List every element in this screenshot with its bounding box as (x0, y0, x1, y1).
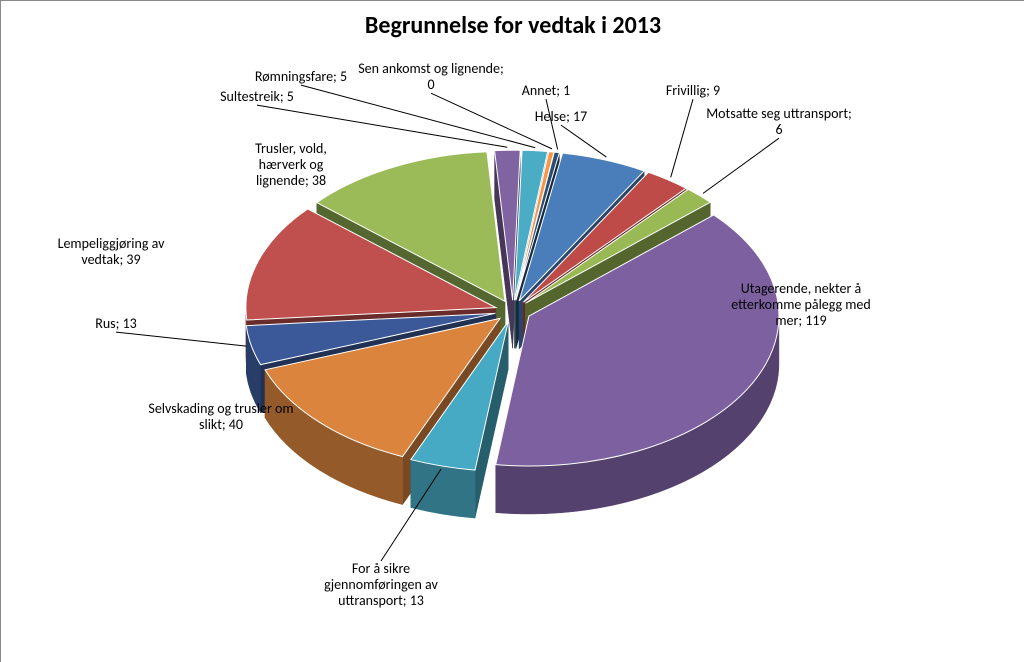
slice-label: Utagerende, nekter å etterkomme pålegg m… (696, 281, 906, 329)
slice-label: Rus; 13 (66, 316, 166, 332)
slice-label: Helse; 17 (501, 109, 621, 125)
slice-label: Annet; 1 (496, 83, 596, 99)
slice-label: Motsatte seg uttransport; 6 (679, 106, 879, 138)
slice-label: Frivillig; 9 (633, 83, 753, 99)
slice-label: Lempeliggjøring av vedtak; 39 (21, 236, 201, 268)
pie-chart: Begrunnelse for vedtak i 2013 Helse; 17 F… (0, 0, 1024, 662)
slice-label: For å sikre gjennomføringen av uttranspo… (281, 561, 481, 609)
slice-label: Sultestreik; 5 (197, 89, 317, 105)
chart-title: Begrunnelse for vedtak i 2013 (1, 11, 1024, 40)
slice-label: Trusler, vold, hærverk og lignende; 38 (221, 141, 361, 189)
slice-label: Selvskading og trusler om slikt; 40 (111, 401, 331, 433)
